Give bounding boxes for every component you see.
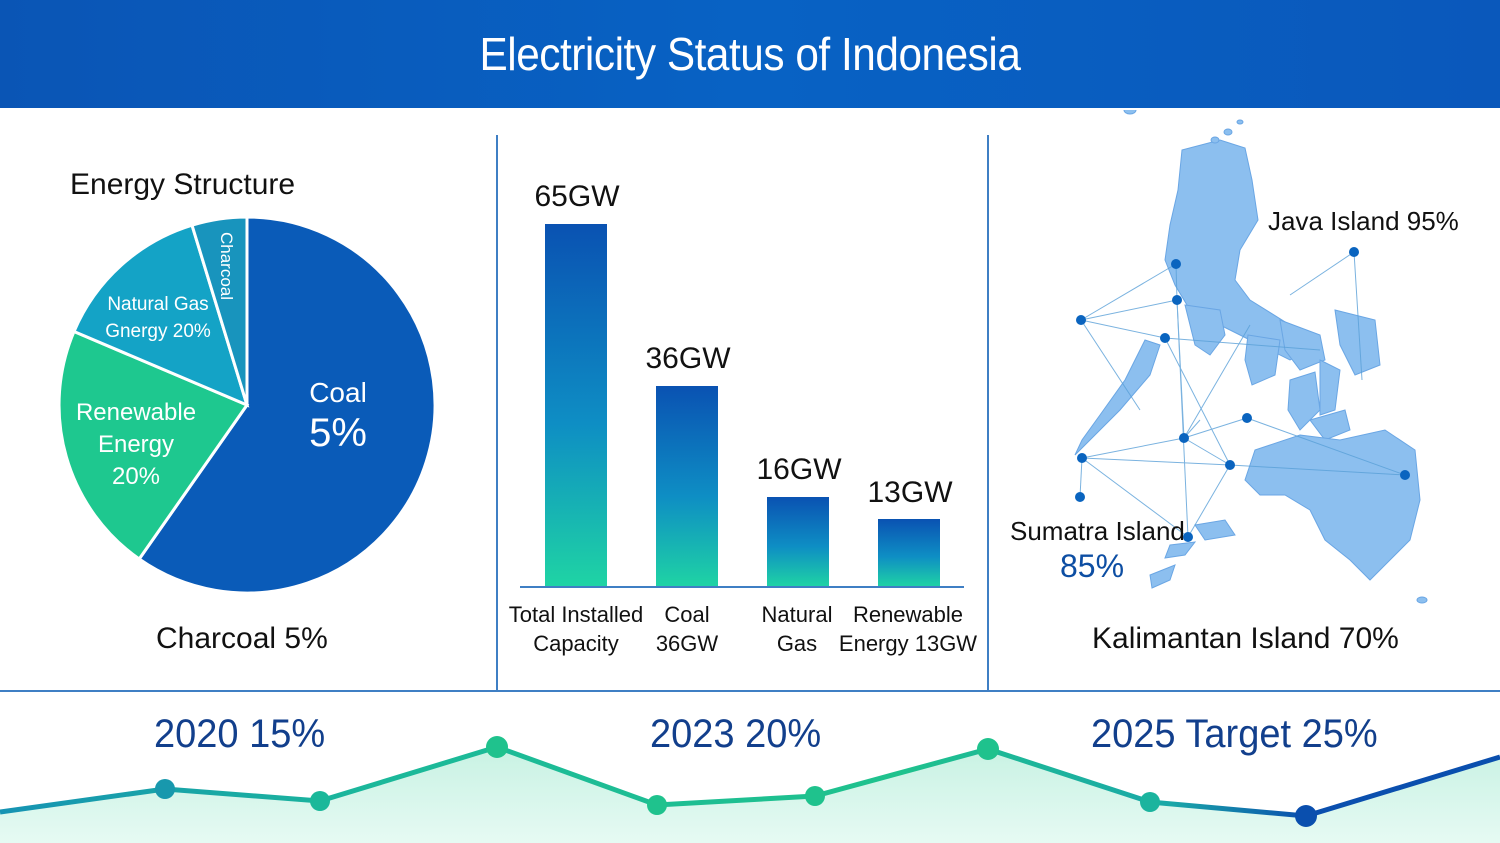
trend-point[interactable] (977, 738, 999, 760)
bar-total-capacity[interactable] (545, 224, 607, 587)
kalimantan-label: Kalimantan Island 70% (1092, 622, 1399, 655)
trend-point[interactable] (310, 791, 330, 811)
capacity-bar-chart (520, 224, 964, 588)
trend-label-2020: 2020 15% (154, 712, 326, 756)
coal-label: Coal (309, 377, 367, 408)
charcoal-note: Charcoal 5% (156, 622, 328, 655)
divider-horizontal (0, 690, 1500, 692)
trend-point[interactable] (486, 736, 508, 758)
bar-natural-gas[interactable] (767, 497, 829, 587)
trend-label-2025-target: 2025 Target 25% (1091, 712, 1378, 756)
trend-point[interactable] (1140, 792, 1160, 812)
divider-right (987, 135, 989, 691)
bar-renewable[interactable] (878, 519, 940, 587)
bar-category-coal: Coal 36GW (655, 602, 719, 656)
sumatra-value: 85% (1060, 548, 1125, 584)
bar-value-total: 65GW (534, 180, 620, 213)
renewable-label-1: Renewable (76, 399, 196, 426)
renewable-label-2: Energy (98, 431, 174, 458)
trend-line (0, 744, 1500, 819)
pie-slice-charcoal[interactable] (190, 215, 249, 406)
pie-slice-coal[interactable] (137, 215, 437, 595)
trend-area (0, 747, 1500, 843)
trend-line-chart (0, 736, 1500, 843)
divider-left (496, 135, 498, 691)
bar-value-renewable: 13GW (867, 476, 953, 509)
pie-slice-renewable[interactable] (57, 329, 250, 562)
pie-slice-natural-gas[interactable] (72, 223, 250, 408)
java-label: Java Island 95% (1268, 206, 1459, 236)
bar-value-natural-gas: 16GW (756, 453, 842, 486)
island-map (1074, 110, 1428, 604)
map-landmass (1074, 110, 1428, 604)
trend-point[interactable] (155, 779, 175, 799)
map-network-nodes (1075, 247, 1410, 542)
sumatra-label: Sumatra Island (1010, 516, 1185, 546)
bar-category-renewable: Renewable Energy 13GW (838, 602, 978, 656)
coal-value: 5% (309, 411, 367, 455)
charcoal-label: Charcoal (217, 232, 236, 300)
natural-gas-label-1: Natural Gas (107, 294, 208, 315)
bar-coal[interactable] (656, 386, 718, 587)
natural-gas-label-2: Gnergy 20% (105, 321, 211, 342)
trend-label-2023: 2023 20% (650, 712, 822, 756)
map-network-lines (1079, 251, 1406, 538)
trend-point[interactable] (805, 786, 825, 806)
header-banner: Electricity Status of Indonesia (0, 0, 1500, 108)
bar-value-coal: 36GW (645, 342, 731, 375)
energy-structure-title: Energy Structure (70, 168, 296, 201)
trend-point[interactable] (1295, 805, 1317, 827)
energy-pie-chart: Coal 5% Renewable Energy 20% Natural Gas… (57, 215, 437, 595)
bar-category-natural-gas: Natural Gas (761, 602, 833, 656)
trend-point[interactable] (647, 795, 667, 815)
renewable-label-3: 20% (112, 463, 160, 490)
page-title: Electricity Status of Indonesia (479, 28, 1021, 80)
bar-category-total: Total Installed Capacity (508, 602, 644, 656)
